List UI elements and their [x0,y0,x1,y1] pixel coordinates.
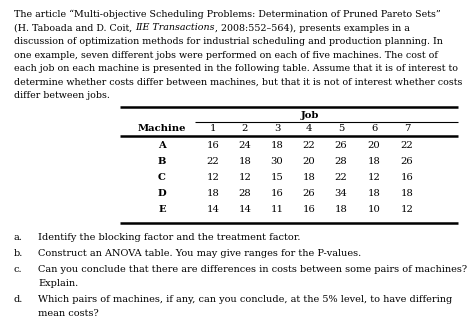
Text: 16: 16 [303,205,316,214]
Text: 28: 28 [334,157,348,166]
Text: A: A [158,141,166,150]
Text: IIE Transactions: IIE Transactions [135,23,215,32]
Text: 14: 14 [206,205,219,214]
Text: 18: 18 [207,189,219,198]
Text: a.: a. [14,233,23,242]
Text: 12: 12 [239,173,252,182]
Text: 14: 14 [238,205,252,214]
Text: 20: 20 [303,157,316,166]
Text: The article “Multi-objective Scheduling Problems: Determination of Pruned Pareto: The article “Multi-objective Scheduling … [14,10,441,19]
Text: mean costs?: mean costs? [38,309,99,318]
Text: 16: 16 [401,173,414,182]
Text: 34: 34 [334,189,348,198]
Text: Identify the blocking factor and the treatment factor.: Identify the blocking factor and the tre… [38,233,300,242]
Text: 20: 20 [368,141,381,150]
Text: 5: 5 [338,124,344,133]
Text: differ between jobs.: differ between jobs. [14,91,110,100]
Text: b.: b. [14,249,24,258]
Text: Machine: Machine [138,124,186,133]
Text: Construct an ANOVA table. You may give ranges for the P-values.: Construct an ANOVA table. You may give r… [38,249,361,258]
Text: B: B [158,157,166,166]
Text: (H. Taboada and D. Coit,: (H. Taboada and D. Coit, [14,23,135,32]
Text: 15: 15 [270,173,284,182]
Text: 26: 26 [401,157,414,166]
Text: 3: 3 [274,124,280,133]
Text: 18: 18 [400,189,414,198]
Text: C: C [158,173,166,182]
Text: d.: d. [14,295,24,304]
Text: 30: 30 [271,157,284,166]
Text: 18: 18 [239,157,252,166]
Text: 24: 24 [239,141,252,150]
Text: Which pairs of machines, if any, can you conclude, at the 5% level, to have diff: Which pairs of machines, if any, can you… [38,295,452,304]
Text: Can you conclude that there are differences in costs between some pairs of machi: Can you conclude that there are differen… [38,265,467,274]
Text: 18: 18 [270,141,284,150]
Text: each job on each machine is presented in the following table. Assume that it is : each job on each machine is presented in… [14,64,458,73]
Text: E: E [158,205,166,214]
Text: 7: 7 [404,124,410,133]
Text: , 2008:552–564), presents examples in a: , 2008:552–564), presents examples in a [215,23,410,33]
Text: 11: 11 [270,205,284,214]
Text: 2: 2 [242,124,248,133]
Text: 12: 12 [400,205,414,214]
Text: 4: 4 [306,124,312,133]
Text: 6: 6 [371,124,377,133]
Text: 28: 28 [239,189,252,198]
Text: 18: 18 [367,189,381,198]
Text: 26: 26 [335,141,347,150]
Text: 18: 18 [367,157,381,166]
Text: 18: 18 [302,173,316,182]
Text: c.: c. [14,265,23,274]
Text: Job: Job [301,111,319,120]
Text: 22: 22 [401,141,414,150]
Text: 1: 1 [210,124,216,133]
Text: 18: 18 [334,205,348,214]
Text: 22: 22 [207,157,219,166]
Text: 12: 12 [207,173,219,182]
Text: 12: 12 [367,173,381,182]
Text: discussion of optimization methods for industrial scheduling and production plan: discussion of optimization methods for i… [14,37,443,46]
Text: Explain.: Explain. [38,279,78,288]
Text: 16: 16 [271,189,284,198]
Text: D: D [158,189,166,198]
Text: 16: 16 [207,141,219,150]
Text: determine whether costs differ between machines, but that it is not of interest : determine whether costs differ between m… [14,77,463,86]
Text: 10: 10 [367,205,381,214]
Text: 22: 22 [334,173,348,182]
Text: 26: 26 [303,189,315,198]
Text: one example, seven different jobs were performed on each of five machines. The c: one example, seven different jobs were p… [14,50,438,59]
Text: 22: 22 [303,141,316,150]
